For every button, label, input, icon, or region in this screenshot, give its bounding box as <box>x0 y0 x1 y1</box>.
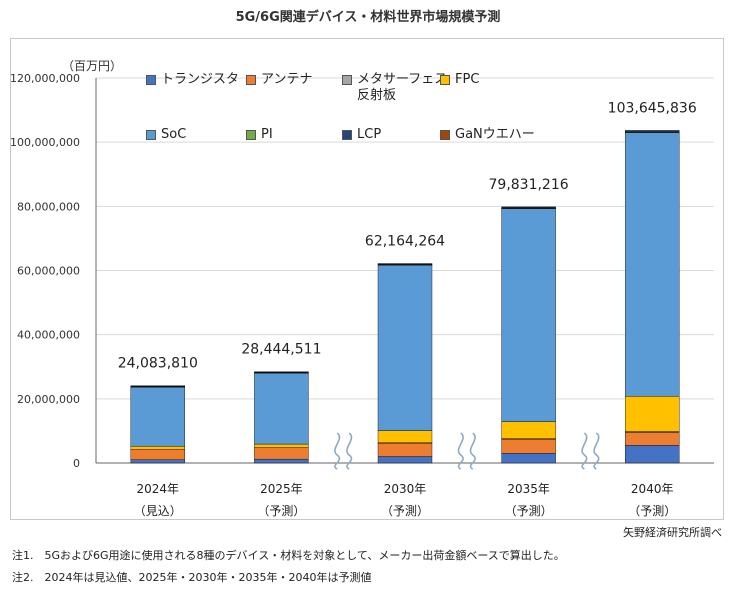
y-tick-label: 0 <box>73 457 80 470</box>
bar-segment-soc <box>377 264 433 431</box>
chart-frame <box>10 38 724 520</box>
bar-segment-transistor <box>501 453 556 464</box>
y-tick-label: 100,000,000 <box>10 136 80 149</box>
legend-item-metasurface: メタサーフェス 反射板 <box>342 72 447 104</box>
axis-break-mark <box>334 432 341 470</box>
axis-break-mark <box>346 432 353 470</box>
legend-label: LCP <box>357 127 382 142</box>
bar-segment-soc <box>501 208 556 422</box>
axis-break-mark <box>581 432 588 470</box>
bar-segment-fpc <box>377 430 433 443</box>
bar-segment-antenna <box>254 447 309 460</box>
x-tick-label: （予測） <box>505 504 553 518</box>
y-tick-label: 40,000,000 <box>17 329 80 342</box>
bar-segment-gan <box>130 385 186 387</box>
y-tick-label: 80,000,000 <box>17 200 80 213</box>
x-tick-label: （予測） <box>257 504 305 518</box>
bar-segment-transistor <box>377 456 433 464</box>
total-label: 28,444,511 <box>241 342 321 358</box>
bar-segment-antenna <box>501 439 556 454</box>
legend-swatch <box>246 130 256 140</box>
bar-segment-transistor <box>625 445 680 464</box>
x-tick-label: （予測） <box>628 504 676 518</box>
y-unit-label: （百万円） <box>62 59 122 73</box>
x-tick-label: （予測） <box>381 504 429 518</box>
note-2: 注2. 2024年は見込値、2025年・2030年・2035年・2040年は予測… <box>12 571 372 584</box>
bar-segment-gan <box>625 130 680 132</box>
axis-break-mark <box>457 432 464 470</box>
bar-segment-fpc <box>130 446 186 450</box>
legend-label: アンテナ <box>261 72 313 87</box>
source-note: 矢野経済研究所調べ <box>623 526 722 539</box>
bar-segment-soc <box>130 386 186 447</box>
legend-item-gan: GaNウエハー <box>440 127 535 143</box>
y-tick-label: 20,000,000 <box>17 393 80 406</box>
legend-item-lcp: LCP <box>342 127 381 143</box>
total-label: 62,164,264 <box>365 234 445 250</box>
chart-title: 5G/6G関連デバイス・材料世界市場規模予測 <box>235 10 501 25</box>
bar-segment-gan <box>501 206 556 208</box>
x-tick-label: 2040年 <box>631 482 674 496</box>
bar-segment-gan <box>377 263 433 265</box>
legend-swatch <box>440 75 450 85</box>
x-tick-label: 2024年 <box>137 482 180 496</box>
x-tick-label: 2035年 <box>507 482 550 496</box>
legend-label: PI <box>261 127 273 142</box>
bar-segment-antenna <box>377 442 433 457</box>
y-tick-label: 60,000,000 <box>17 265 80 278</box>
total-label: 24,083,810 <box>118 356 198 372</box>
legend-item-soc: SoC <box>146 127 186 143</box>
bar-segment-fpc <box>625 396 680 432</box>
bar-segment-gan <box>254 371 309 373</box>
axis-break-mark <box>469 432 476 470</box>
legend-label: SoC <box>161 127 187 142</box>
total-label: 103,645,836 <box>608 100 697 116</box>
bar-segment-fpc <box>254 443 309 448</box>
legend-label: メタサーフェス 反射板 <box>357 72 448 103</box>
legend-item-pi: PI <box>246 127 273 143</box>
bar-segment-transistor <box>130 459 186 464</box>
legend-label: FPC <box>455 72 480 87</box>
bar-segment-transistor <box>254 458 309 464</box>
legend-swatch <box>146 75 156 85</box>
legend-item-fpc: FPC <box>440 72 479 88</box>
total-label: 79,831,216 <box>489 177 569 193</box>
bar-segment-antenna <box>625 432 680 446</box>
legend-label: GaNウエハー <box>455 127 535 142</box>
y-tick-label: 120,000,000 <box>10 72 80 85</box>
legend-item-antenna: アンテナ <box>246 72 312 88</box>
bar-segment-soc <box>625 132 680 397</box>
x-tick-label: 2025年 <box>260 482 303 496</box>
axis-break-mark <box>593 432 600 470</box>
bar-segment-soc <box>254 372 309 445</box>
x-tick-label: （見込） <box>134 504 182 518</box>
note-1: 注1. 5Gおよび6G用途に使用される8種のデバイス・材料を対象として、メーカー… <box>12 549 565 562</box>
legend-swatch <box>342 130 352 140</box>
legend-swatch <box>146 130 156 140</box>
x-tick-label: 2030年 <box>384 482 427 496</box>
legend-swatch <box>246 75 256 85</box>
legend-swatch <box>342 75 352 85</box>
bar-segment-fpc <box>501 421 556 439</box>
legend-item-transistor: トランジスタ <box>146 72 239 88</box>
legend-swatch <box>440 130 450 140</box>
legend-label: トランジスタ <box>161 72 240 87</box>
bar-segment-antenna <box>130 449 186 460</box>
